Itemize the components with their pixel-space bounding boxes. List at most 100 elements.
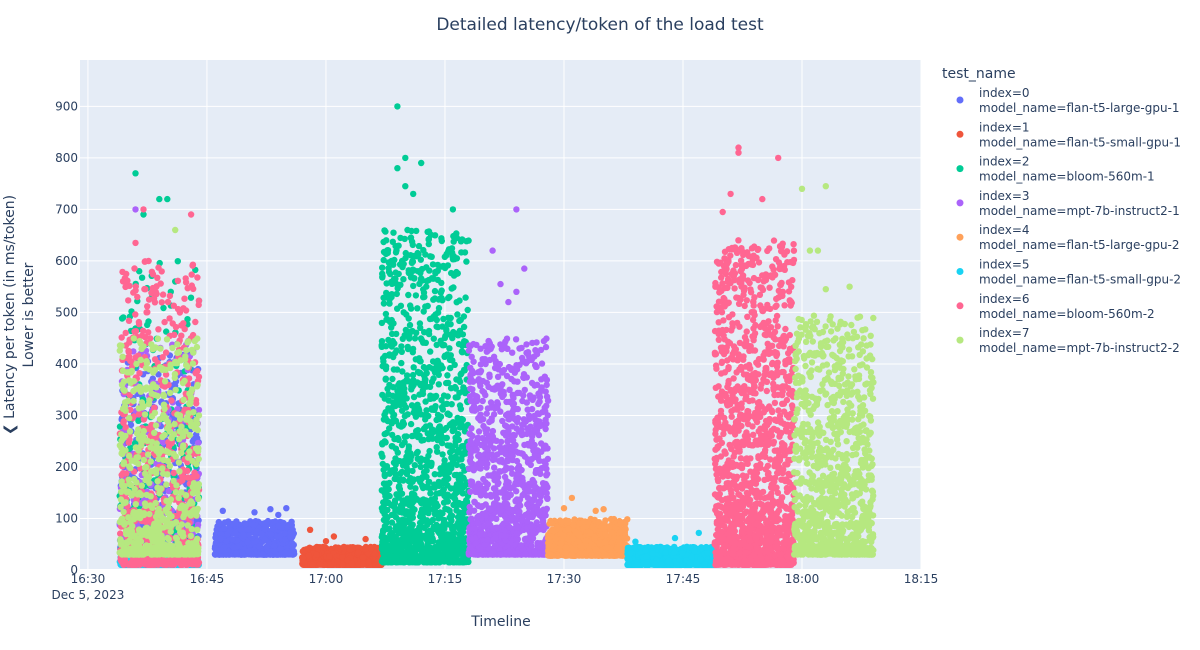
data-points bbox=[116, 103, 877, 568]
data-point bbox=[383, 429, 390, 437]
data-point bbox=[538, 360, 546, 367]
data-point bbox=[326, 553, 333, 560]
data-point bbox=[410, 190, 417, 198]
data-point bbox=[447, 465, 454, 472]
data-point bbox=[492, 364, 499, 372]
data-point bbox=[414, 427, 422, 434]
data-point bbox=[427, 395, 434, 402]
data-point bbox=[290, 548, 298, 555]
data-point bbox=[536, 398, 543, 405]
data-point bbox=[392, 349, 399, 357]
data-point bbox=[390, 413, 397, 420]
data-point bbox=[330, 533, 338, 540]
data-point bbox=[473, 396, 481, 403]
data-point bbox=[425, 558, 432, 565]
data-point bbox=[480, 475, 487, 483]
data-point bbox=[467, 385, 474, 392]
data-point bbox=[229, 536, 236, 543]
data-point bbox=[541, 404, 548, 411]
data-point bbox=[453, 461, 460, 469]
data-point bbox=[446, 345, 453, 352]
data-point bbox=[411, 409, 419, 417]
data-point bbox=[393, 330, 400, 338]
data-point bbox=[379, 528, 387, 535]
data-point bbox=[492, 471, 500, 478]
data-point bbox=[440, 499, 448, 506]
data-point bbox=[448, 454, 455, 461]
data-point bbox=[424, 484, 431, 491]
data-point bbox=[533, 350, 541, 358]
data-point bbox=[386, 318, 394, 326]
data-point bbox=[482, 391, 489, 399]
data-point bbox=[238, 526, 245, 534]
data-point bbox=[388, 293, 395, 301]
data-point bbox=[410, 282, 417, 290]
data-point bbox=[385, 265, 392, 272]
data-point bbox=[484, 446, 491, 453]
data-point bbox=[155, 371, 162, 378]
data-point bbox=[395, 436, 402, 443]
data-point bbox=[447, 352, 454, 359]
data-point bbox=[264, 517, 272, 525]
data-point bbox=[543, 393, 551, 400]
data-point bbox=[470, 358, 477, 365]
data-point bbox=[461, 249, 469, 256]
data-point bbox=[441, 352, 449, 359]
data-point bbox=[444, 262, 452, 269]
data-point bbox=[232, 529, 239, 536]
data-point bbox=[440, 315, 447, 323]
data-point bbox=[398, 468, 406, 476]
data-point bbox=[405, 315, 412, 322]
chart-title: Detailed latency/token of the load test bbox=[436, 15, 764, 35]
data-point bbox=[395, 242, 402, 249]
data-point bbox=[407, 483, 414, 490]
data-point bbox=[448, 401, 455, 408]
data-point bbox=[475, 376, 483, 383]
data-point bbox=[452, 489, 459, 497]
data-point bbox=[518, 466, 525, 474]
data-point bbox=[174, 258, 181, 265]
data-point bbox=[485, 472, 492, 479]
data-point bbox=[378, 450, 385, 457]
data-point bbox=[411, 506, 418, 513]
data-point bbox=[378, 319, 386, 327]
data-point bbox=[442, 434, 450, 442]
data-point bbox=[518, 450, 525, 457]
data-point bbox=[452, 556, 459, 563]
data-point bbox=[534, 447, 541, 454]
data-point bbox=[467, 397, 474, 405]
data-point bbox=[413, 329, 420, 336]
data-point bbox=[459, 349, 466, 356]
data-point bbox=[438, 279, 445, 287]
data-point bbox=[456, 297, 463, 304]
data-point bbox=[313, 551, 320, 558]
data-point bbox=[413, 450, 420, 457]
data-point bbox=[447, 485, 455, 492]
data-point bbox=[140, 211, 147, 218]
data-point bbox=[468, 376, 475, 383]
data-point bbox=[135, 417, 142, 424]
data-point bbox=[484, 481, 491, 488]
data-point bbox=[520, 392, 527, 399]
data-point bbox=[426, 422, 434, 429]
data-point bbox=[477, 404, 484, 411]
data-point bbox=[430, 523, 437, 531]
data-point bbox=[383, 280, 390, 287]
data-point bbox=[438, 287, 445, 294]
data-point bbox=[529, 339, 536, 347]
data-point bbox=[420, 363, 428, 371]
data-point bbox=[409, 241, 416, 249]
data-point bbox=[383, 480, 390, 487]
data-point bbox=[459, 509, 467, 516]
data-point bbox=[405, 267, 412, 274]
data-point bbox=[523, 341, 530, 348]
data-point bbox=[132, 170, 139, 177]
data-point bbox=[409, 377, 416, 385]
data-point bbox=[524, 485, 532, 493]
data-point bbox=[392, 275, 399, 282]
data-point bbox=[360, 560, 367, 567]
data-point bbox=[414, 305, 421, 312]
data-point bbox=[389, 238, 396, 245]
data-point bbox=[422, 339, 429, 346]
data-point bbox=[478, 503, 485, 511]
